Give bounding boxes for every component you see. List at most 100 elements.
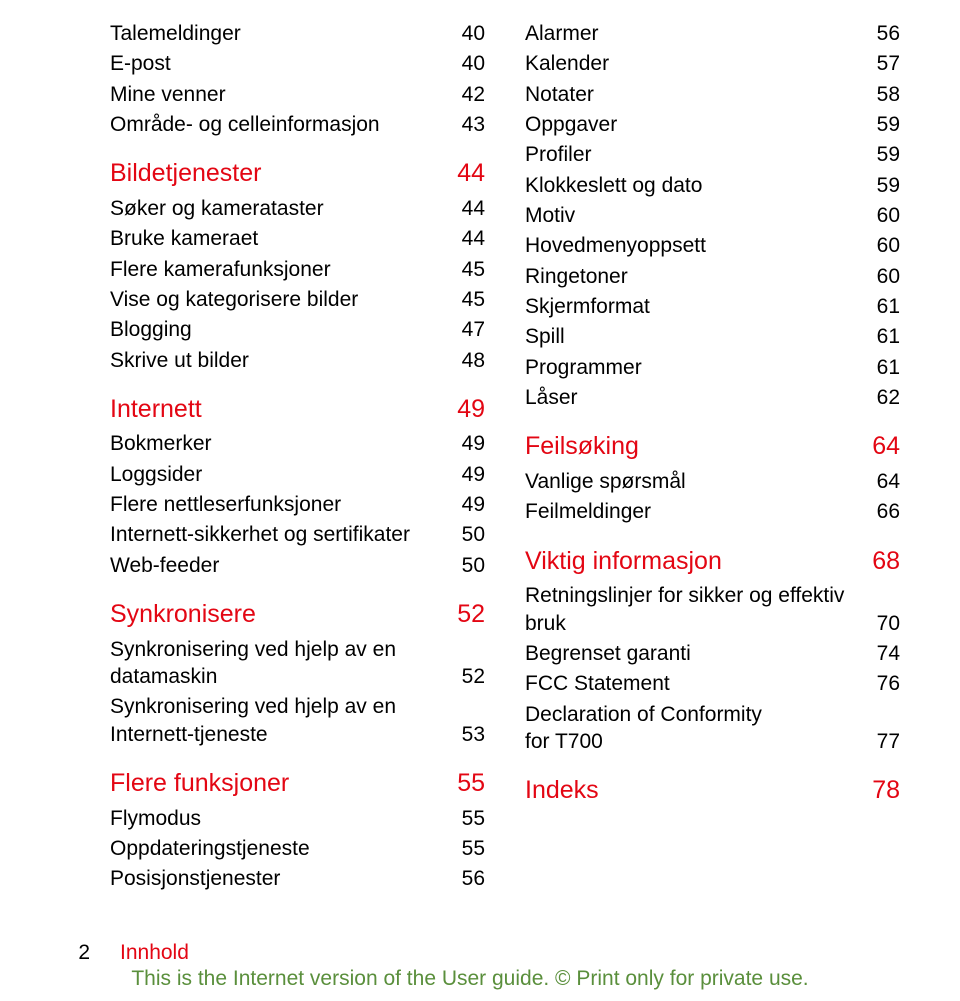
toc-entry-label: Internett-tjeneste (110, 721, 268, 749)
toc-entry-page: 44 (457, 155, 485, 193)
toc-section-heading[interactable]: Bildetjenester44 (110, 155, 485, 193)
toc-entry[interactable]: Oppgaver59 (525, 111, 900, 139)
toc-entry[interactable]: datamaskin52 (110, 663, 485, 691)
toc-section-heading[interactable]: Feilsøking 64 (525, 428, 900, 466)
toc-entry[interactable]: Kalender 57 (525, 50, 900, 78)
toc-entry-label: Flymodus (110, 805, 201, 833)
toc-entry[interactable]: Alarmer56 (525, 20, 900, 48)
toc-entry-label: Blogging (110, 316, 192, 344)
toc-entry[interactable]: Posisjonstjenester56 (110, 865, 485, 893)
toc-entry[interactable]: Programmer61 (525, 354, 900, 382)
toc-entry-label: Bokmerker (110, 430, 212, 458)
toc-entry-label: Skrive ut bilder (110, 347, 249, 375)
toc-entry[interactable]: Flymodus 55 (110, 805, 485, 833)
toc-entry-wrap-first: Synkronisering ved hjelp av en (110, 693, 485, 721)
toc-entry[interactable]: Blogging 47 (110, 316, 485, 344)
toc-entry[interactable]: Søker og kamerataster44 (110, 195, 485, 223)
toc-entry-page: 55 (457, 765, 485, 803)
toc-entry-page: 53 (462, 721, 485, 749)
toc-entry[interactable]: Bruke kameraet44 (110, 225, 485, 253)
toc-entry[interactable]: Klokkeslett og dato59 (525, 172, 900, 200)
toc-section-heading[interactable]: Synkronisere52 (110, 596, 485, 634)
toc-entry-page: 52 (457, 596, 485, 634)
toc-entry[interactable]: Ringetoner60 (525, 263, 900, 291)
toc-entry-label: Skjermformat (525, 293, 650, 321)
toc-entry-label: Feilsøking (525, 428, 639, 466)
toc-page: Talemeldinger40E-post40Mine venner42Områ… (0, 0, 960, 896)
toc-entry[interactable]: FCC Statement76 (525, 670, 900, 698)
toc-entry-label: Ringetoner (525, 263, 628, 291)
toc-entry-page: 78 (872, 772, 900, 810)
toc-section-heading[interactable]: Indeks78 (525, 772, 900, 810)
toc-entry[interactable]: Skjermformat 61 (525, 293, 900, 321)
toc-section-heading[interactable]: Internett49 (110, 391, 485, 429)
toc-entry-page: 76 (877, 670, 900, 698)
toc-entry-page: 74 (877, 640, 900, 668)
toc-entry-page: 57 (877, 50, 900, 78)
toc-entry-page: 40 (462, 50, 485, 78)
toc-entry-page: 45 (462, 256, 485, 284)
toc-section-heading[interactable]: Flere funksjoner 55 (110, 765, 485, 803)
toc-entry[interactable]: for T70077 (525, 728, 900, 756)
toc-entry-page: 68 (872, 543, 900, 581)
toc-entry-page: 55 (462, 805, 485, 833)
toc-entry[interactable]: Skrive ut bilder48 (110, 347, 485, 375)
toc-entry[interactable]: Motiv 60 (525, 202, 900, 230)
toc-entry[interactable]: Internett-tjeneste 53 (110, 721, 485, 749)
toc-entry[interactable]: Flere kamerafunksjoner 45 (110, 256, 485, 284)
toc-entry-label: Talemeldinger (110, 20, 241, 48)
toc-entry-label: Flere funksjoner (110, 765, 289, 803)
toc-entry-page: 60 (877, 202, 900, 230)
toc-entry[interactable]: E-post40 (110, 50, 485, 78)
toc-entry[interactable]: Spill61 (525, 323, 900, 351)
toc-entry-page: 42 (462, 81, 485, 109)
toc-entry-wrap-first: Retningslinjer for sikker og effektiv (525, 582, 900, 610)
toc-entry-label: Begrenset garanti (525, 640, 691, 668)
toc-entry-page: 56 (877, 20, 900, 48)
toc-entry-label: Låser (525, 384, 578, 412)
page-footer: 2 Innhold This is the Internet version o… (0, 941, 960, 991)
toc-entry-label: Klokkeslett og dato (525, 172, 702, 200)
toc-entry-label: Internett-sikkerhet og sertifikater (110, 521, 410, 549)
toc-entry[interactable]: bruk70 (525, 610, 900, 638)
toc-entry[interactable]: Låser62 (525, 384, 900, 412)
toc-entry[interactable]: Feilmeldinger66 (525, 498, 900, 526)
toc-entry[interactable]: Talemeldinger40 (110, 20, 485, 48)
toc-entry-page: 55 (462, 835, 485, 863)
toc-entry-page: 64 (877, 468, 900, 496)
toc-entry-label: Mine venner (110, 81, 226, 109)
toc-entry[interactable]: Begrenset garanti 74 (525, 640, 900, 668)
toc-entry[interactable]: Profiler59 (525, 141, 900, 169)
toc-entry-page: 44 (462, 195, 485, 223)
toc-entry[interactable]: Web-feeder 50 (110, 552, 485, 580)
toc-entry-page: 61 (877, 293, 900, 321)
toc-section-heading[interactable]: Viktig informasjon68 (525, 543, 900, 581)
toc-entry[interactable]: Område- og celleinformasjon43 (110, 111, 485, 139)
toc-entry-label: Oppdateringstjeneste (110, 835, 310, 863)
footer-section-name: Innhold (120, 941, 189, 965)
toc-entry[interactable]: Vanlige spørsmål64 (525, 468, 900, 496)
toc-entry-label: Hovedmenyoppsett (525, 232, 706, 260)
toc-entry[interactable]: Internett-sikkerhet og sertifikater50 (110, 521, 485, 549)
toc-entry-page: 49 (457, 391, 485, 429)
toc-entry-label: Flere kamerafunksjoner (110, 256, 331, 284)
toc-entry[interactable]: Flere nettleserfunksjoner49 (110, 491, 485, 519)
toc-entry[interactable]: Loggsider49 (110, 461, 485, 489)
toc-entry[interactable]: Bokmerker49 (110, 430, 485, 458)
page-number: 2 (40, 941, 90, 965)
toc-entry-page: 49 (462, 491, 485, 519)
toc-entry-label: Web-feeder (110, 552, 219, 580)
toc-entry-label: for T700 (525, 728, 603, 756)
toc-entry-label: Kalender (525, 50, 609, 78)
toc-left-column: Talemeldinger40E-post40Mine venner42Områ… (110, 20, 485, 896)
toc-entry-page: 47 (462, 316, 485, 344)
toc-entry[interactable]: Oppdateringstjeneste 55 (110, 835, 485, 863)
toc-entry-page: 50 (462, 552, 485, 580)
toc-entry[interactable]: Mine venner 42 (110, 81, 485, 109)
toc-entry[interactable]: Notater58 (525, 81, 900, 109)
toc-entry-page: 49 (462, 461, 485, 489)
toc-entry-page: 64 (872, 428, 900, 466)
toc-entry[interactable]: Hovedmenyoppsett60 (525, 232, 900, 260)
toc-entry-label: Motiv (525, 202, 575, 230)
toc-entry[interactable]: Vise og kategorisere bilder45 (110, 286, 485, 314)
